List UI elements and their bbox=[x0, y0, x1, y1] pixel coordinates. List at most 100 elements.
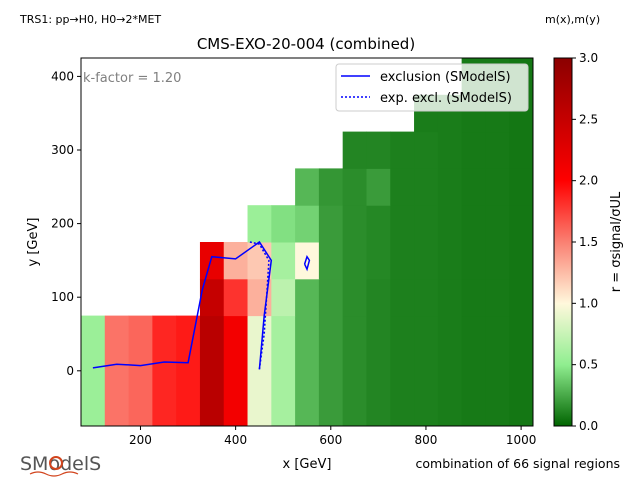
x-axis-label: x [GeV] bbox=[283, 457, 332, 472]
heatmap-cell bbox=[152, 315, 177, 427]
y-tick-label: 400 bbox=[51, 69, 74, 83]
heatmap-cell bbox=[437, 168, 463, 206]
heatmap-cell bbox=[437, 242, 463, 280]
heatmap-cell bbox=[509, 278, 534, 317]
heatmap-cell bbox=[366, 315, 391, 427]
heatmap-cell bbox=[342, 131, 367, 169]
heatmap-cell bbox=[271, 315, 296, 427]
heatmap-cell bbox=[414, 168, 439, 206]
topology-label: TRS1: pp→H0, H0→2*MET bbox=[19, 13, 161, 26]
heatmap-cell bbox=[342, 205, 367, 243]
heatmap-cell bbox=[366, 205, 391, 243]
colorbar bbox=[553, 57, 573, 427]
heatmap-cell bbox=[318, 242, 344, 280]
heatmap-cell bbox=[366, 278, 391, 317]
smodels-logo: SModelS bbox=[20, 453, 101, 477]
heatmap-cell bbox=[271, 205, 296, 243]
x-tick-label: 200 bbox=[129, 433, 152, 447]
heatmap-cell bbox=[414, 131, 439, 169]
colorbar-label: r = σsignal/σUL bbox=[609, 191, 624, 292]
colorbar-tick-label: 0.0 bbox=[579, 419, 598, 433]
y-axis: 0 100 200 300 400 bbox=[51, 69, 81, 378]
heatmap-cell bbox=[485, 315, 510, 427]
heatmap-cell bbox=[128, 315, 153, 427]
heatmap-cell bbox=[461, 315, 486, 427]
colorbar-tick-label: 0.5 bbox=[579, 358, 598, 372]
heatmap-cell bbox=[223, 242, 249, 280]
heatmap-cell bbox=[342, 315, 367, 427]
heatmap-cell bbox=[247, 315, 272, 427]
heatmap-cell bbox=[461, 168, 486, 206]
heatmap-cell bbox=[414, 242, 439, 280]
legend-label-expected: exp. excl. (SModelS) bbox=[380, 91, 512, 106]
heatmap-cell bbox=[342, 242, 367, 280]
heatmap-cell bbox=[295, 168, 320, 206]
heatmap-cell bbox=[509, 242, 534, 280]
heatmap-cell bbox=[271, 278, 296, 317]
heatmap-cell bbox=[461, 205, 486, 243]
expected-exclusion-line bbox=[249, 241, 270, 370]
heatmap-cell bbox=[414, 278, 439, 317]
heatmap-cell bbox=[437, 205, 463, 243]
heatmap-cell bbox=[485, 131, 510, 169]
heatmap-cell bbox=[509, 131, 534, 169]
mass-label: m(x),m(y) bbox=[545, 13, 600, 26]
heatmap-cell bbox=[437, 278, 463, 317]
heatmap-cell bbox=[247, 205, 272, 243]
heatmap-cell bbox=[509, 315, 534, 427]
y-tick-label: 100 bbox=[51, 290, 74, 304]
heatmap-cell bbox=[199, 315, 225, 427]
x-tick-label: 600 bbox=[319, 433, 342, 447]
heatmap-cell bbox=[342, 168, 367, 206]
heatmap-cell bbox=[485, 242, 510, 280]
heatmap-cell bbox=[81, 315, 106, 427]
y-tick-label: 0 bbox=[66, 364, 74, 378]
x-tick-label: 1000 bbox=[506, 433, 537, 447]
heatmap-cell bbox=[437, 131, 463, 169]
heatmap-cell bbox=[366, 242, 391, 280]
colorbar-tick-label: 2.5 bbox=[579, 112, 598, 126]
heatmap-cell bbox=[223, 315, 249, 427]
x-tick-label: 800 bbox=[414, 433, 437, 447]
heatmap-cell bbox=[485, 278, 510, 317]
legend: exclusion (SModelS) exp. excl. (SModelS) bbox=[335, 63, 529, 112]
heatmap-cell bbox=[485, 205, 510, 243]
heatmap-cell bbox=[390, 278, 415, 317]
colorbar-tick-label: 2.0 bbox=[579, 174, 598, 188]
heatmap-cell bbox=[104, 315, 130, 427]
heatmap-cell bbox=[390, 315, 415, 427]
heatmap-cell bbox=[390, 131, 415, 169]
heatmap-cell bbox=[295, 315, 320, 427]
heatmap-cell bbox=[485, 168, 510, 206]
heatmap-cell bbox=[461, 278, 486, 317]
heatmap-cell bbox=[414, 205, 439, 243]
colorbar-tick-label: 1.0 bbox=[579, 296, 598, 310]
kfactor-annotation: k-factor = 1.20 bbox=[83, 71, 181, 86]
exclusion-lines bbox=[92, 240, 311, 370]
heatmap-cell bbox=[271, 242, 296, 280]
chart-title: CMS-EXO-20-004 (combined) bbox=[197, 35, 415, 53]
heatmap-cell bbox=[318, 278, 344, 317]
observed-exclusion-line bbox=[92, 240, 273, 370]
heatmap-cells bbox=[81, 58, 534, 427]
observed-exclusion-line bbox=[303, 254, 311, 272]
heatmap-cell bbox=[318, 168, 344, 206]
logo-text: SModelS bbox=[20, 453, 101, 475]
y-tick-label: 200 bbox=[51, 217, 74, 231]
heatmap-cell bbox=[223, 278, 249, 317]
heatmap-cell bbox=[461, 131, 486, 169]
heatmap-cell bbox=[461, 242, 486, 280]
heatmap-cell bbox=[342, 278, 367, 317]
heatmap-cell bbox=[437, 315, 463, 427]
heatmap-cell bbox=[390, 168, 415, 206]
y-axis-label: y [GeV] bbox=[26, 218, 41, 267]
legend-box bbox=[335, 63, 529, 112]
heatmap-cell bbox=[390, 242, 415, 280]
plot-frame bbox=[80, 57, 534, 427]
heatmap-cell bbox=[176, 315, 201, 427]
heatmap-cell bbox=[295, 278, 320, 317]
x-tick-label: 400 bbox=[224, 433, 247, 447]
colorbar-tick-label: 1.5 bbox=[579, 235, 598, 249]
heatmap-cell bbox=[509, 205, 534, 243]
